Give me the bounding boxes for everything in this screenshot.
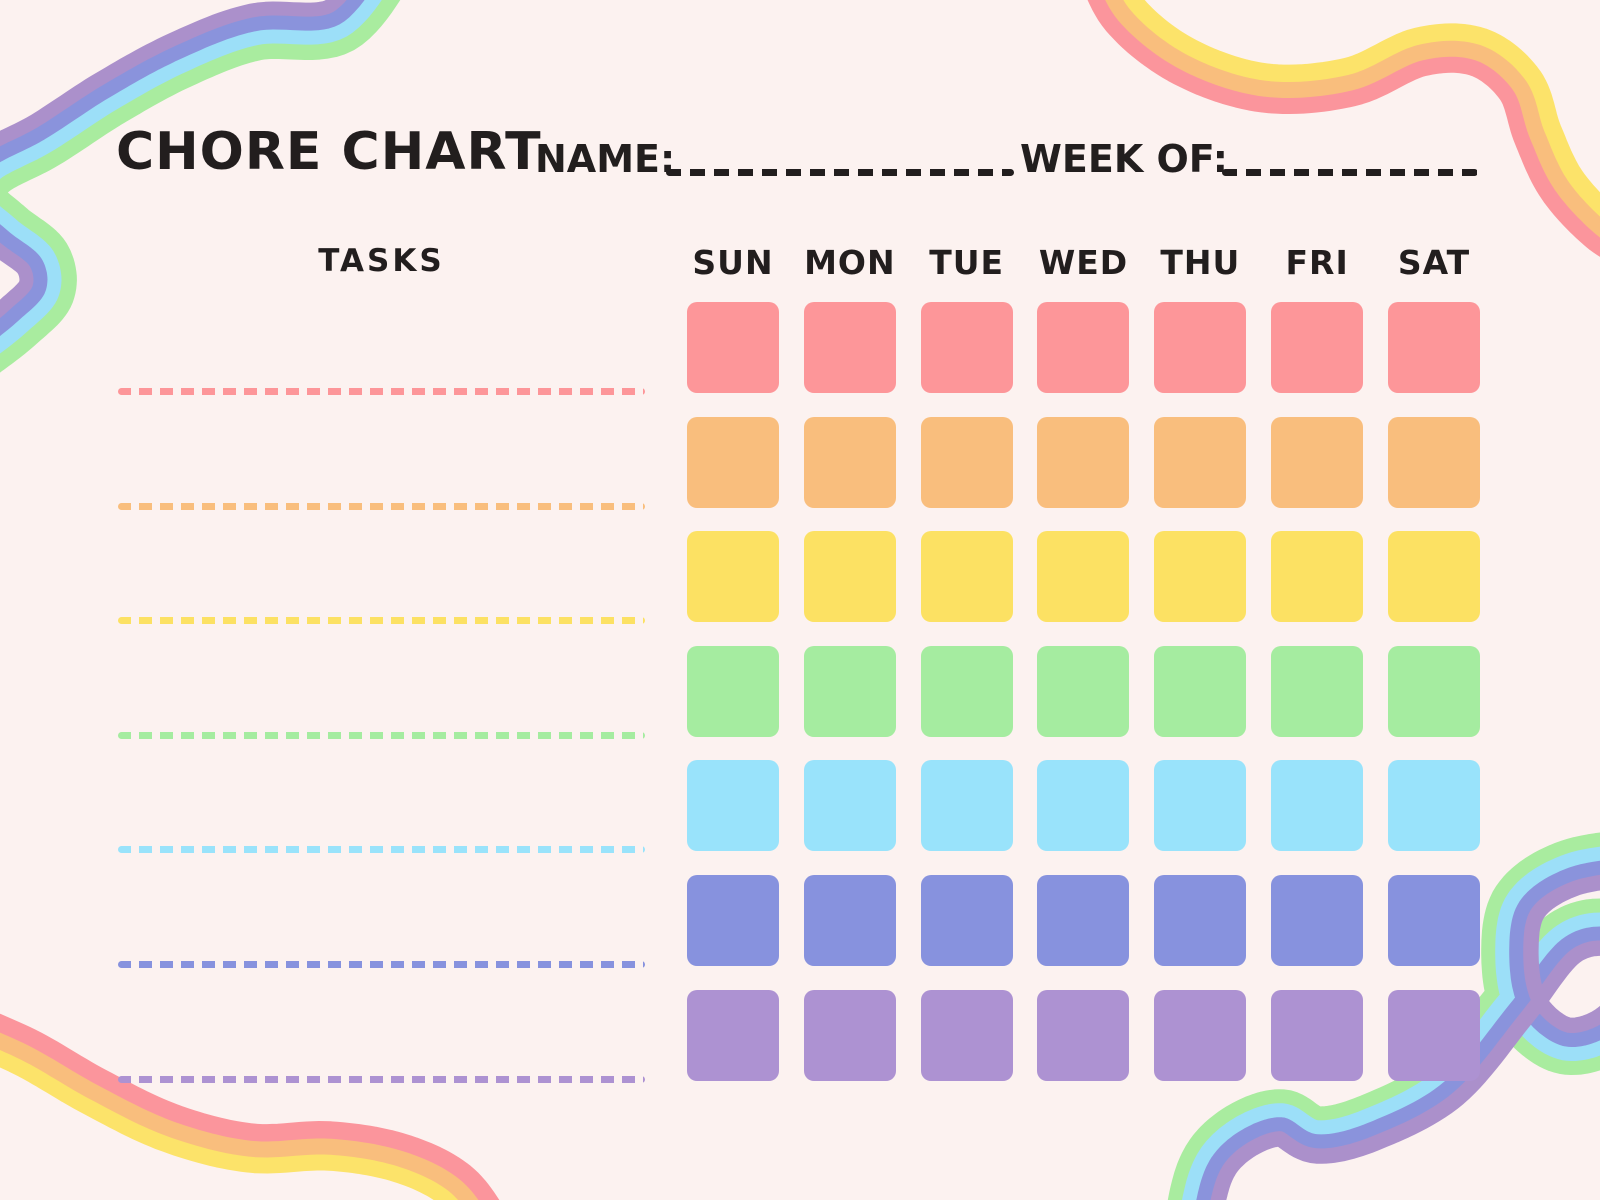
chore-cell-tue-row2[interactable] xyxy=(920,416,1013,508)
chore-cell-tue-row3[interactable] xyxy=(920,531,1013,623)
chore-cell-mon-row7[interactable] xyxy=(803,989,896,1081)
chore-cell-sat-row1[interactable] xyxy=(1387,302,1480,393)
task-name-line-3[interactable] xyxy=(118,617,645,625)
chore-cell-sat-row6[interactable] xyxy=(1387,875,1480,966)
ribbon-stripe-bottom-left xyxy=(0,1013,500,1200)
ribbon-stripe-top-right xyxy=(1123,0,1600,217)
day-header-fri: FRI xyxy=(1285,243,1349,282)
chore-cell-sun-row7[interactable] xyxy=(687,989,779,1081)
day-header-sun: SUN xyxy=(692,243,774,282)
chore-cell-sun-row4[interactable] xyxy=(687,645,779,737)
chore-cell-sun-row3[interactable] xyxy=(687,531,779,623)
name-label: NAME: xyxy=(535,137,676,181)
task-name-line-4[interactable] xyxy=(118,731,645,739)
chore-cell-thu-row6[interactable] xyxy=(1154,875,1247,966)
chore-cell-mon-row3[interactable] xyxy=(803,531,896,623)
day-header-wed: WED xyxy=(1038,243,1129,282)
chore-cell-mon-row6[interactable] xyxy=(803,875,896,966)
chore-cell-wed-row2[interactable] xyxy=(1037,416,1130,508)
task-name-line-1[interactable] xyxy=(118,388,645,395)
chore-cell-mon-row5[interactable] xyxy=(803,760,896,852)
task-name-line-6[interactable] xyxy=(118,961,645,968)
ribbon-stripe-bottom-left xyxy=(0,1031,481,1200)
chore-cell-thu-row3[interactable] xyxy=(1154,531,1247,623)
chore-cell-fri-row1[interactable] xyxy=(1271,302,1364,393)
chore-cell-thu-row4[interactable] xyxy=(1154,645,1247,737)
chore-cell-mon-row2[interactable] xyxy=(803,416,896,508)
ribbon-stripe-top-right xyxy=(1087,0,1600,257)
chore-cell-thu-row7[interactable] xyxy=(1154,989,1247,1081)
ribbon-stripe-top-left xyxy=(0,0,384,356)
chore-cell-fri-row2[interactable] xyxy=(1271,416,1364,508)
week-of-label: WEEK OF: xyxy=(1020,137,1228,181)
chore-cell-fri-row5[interactable] xyxy=(1271,760,1364,852)
chore-cell-sun-row2[interactable] xyxy=(687,416,779,508)
day-header-sat: SAT xyxy=(1397,243,1471,282)
chore-cell-wed-row4[interactable] xyxy=(1037,645,1130,737)
chore-cell-fri-row7[interactable] xyxy=(1271,989,1364,1081)
task-name-line-2[interactable] xyxy=(118,502,645,510)
chore-cell-thu-row2[interactable] xyxy=(1154,416,1247,508)
chore-cell-sat-row3[interactable] xyxy=(1387,531,1480,623)
chore-cell-fri-row4[interactable] xyxy=(1271,645,1364,737)
chore-cell-wed-row1[interactable] xyxy=(1037,302,1130,393)
page-title: CHORE CHART xyxy=(116,122,542,182)
chore-cell-fri-row3[interactable] xyxy=(1271,531,1364,623)
chore-cell-sun-row1[interactable] xyxy=(687,302,779,393)
chore-cell-tue-row7[interactable] xyxy=(920,989,1013,1081)
chore-cell-sun-row5[interactable] xyxy=(687,760,779,852)
day-header-mon: MON xyxy=(804,243,896,282)
ribbon-stripe-bottom-left xyxy=(0,1048,460,1200)
task-name-line-5[interactable] xyxy=(118,846,645,854)
day-header-thu: THU xyxy=(1160,243,1241,282)
chore-cell-wed-row3[interactable] xyxy=(1037,531,1130,623)
ribbon-stripe-top-left xyxy=(0,0,401,373)
chore-cell-tue-row4[interactable] xyxy=(920,645,1013,737)
chore-cell-thu-row1[interactable] xyxy=(1154,302,1247,393)
chore-cell-tue-row1[interactable] xyxy=(920,302,1013,393)
chore-cell-wed-row7[interactable] xyxy=(1037,989,1130,1081)
day-header-tue: TUE xyxy=(929,243,1005,282)
chore-cell-tue-row5[interactable] xyxy=(920,760,1013,852)
chore-cell-sat-row5[interactable] xyxy=(1387,760,1480,852)
chore-cell-wed-row6[interactable] xyxy=(1037,875,1130,966)
chore-cell-sat-row7[interactable] xyxy=(1387,989,1480,1081)
chore-cell-sat-row2[interactable] xyxy=(1387,416,1480,508)
chore-cell-fri-row6[interactable] xyxy=(1271,875,1364,966)
chore-cell-sat-row4[interactable] xyxy=(1387,645,1480,737)
chore-cell-wed-row5[interactable] xyxy=(1037,760,1130,852)
week-of-input-line[interactable] xyxy=(1222,169,1478,176)
chore-cell-mon-row4[interactable] xyxy=(803,645,896,737)
tasks-column-header: TASKS xyxy=(318,243,445,279)
task-name-line-7[interactable] xyxy=(118,1075,645,1083)
chore-cell-thu-row5[interactable] xyxy=(1154,760,1247,852)
chore-cell-tue-row6[interactable] xyxy=(920,875,1013,966)
chore-cell-sun-row6[interactable] xyxy=(687,875,779,966)
name-input-line[interactable] xyxy=(666,169,1014,176)
chore-cell-mon-row1[interactable] xyxy=(803,302,896,393)
ribbon-stripe-top-right xyxy=(1105,0,1600,238)
